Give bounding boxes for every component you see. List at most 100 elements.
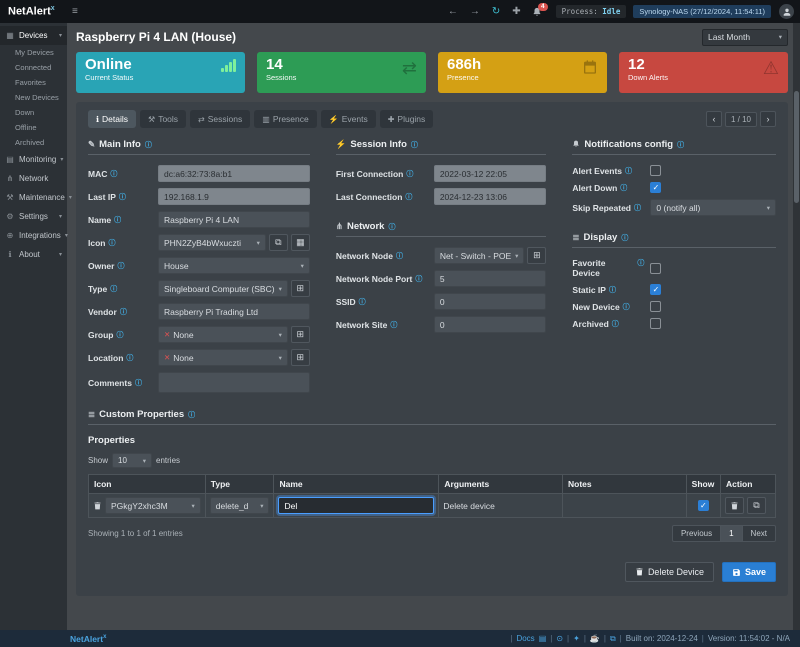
info-icon[interactable]: ⓘ: [119, 308, 127, 316]
skip-repeated-select[interactable]: 0 (notify all) ▾: [650, 199, 776, 216]
github-icon[interactable]: ⊙: [556, 634, 564, 643]
info-icon[interactable]: ⓘ: [117, 262, 125, 270]
column-header-arguments[interactable]: Arguments: [438, 474, 563, 494]
info-icon[interactable]: ⓘ: [634, 204, 641, 212]
info-icon[interactable]: ⓘ: [637, 260, 645, 267]
group-select[interactable]: ✕ None ▾: [158, 326, 288, 343]
tab-tools[interactable]: ⚒ Tools: [140, 110, 187, 128]
column-header-show[interactable]: Show: [685, 474, 722, 494]
info-icon[interactable]: ⓘ: [110, 285, 118, 293]
sidebar-item-network[interactable]: ⋔ Network: [0, 169, 67, 188]
open-network-node-button[interactable]: ⊞: [527, 247, 547, 264]
info-icon[interactable]: ⓘ: [358, 298, 366, 306]
owner-select[interactable]: House ▾: [158, 257, 310, 274]
refresh-icon[interactable]: ↻: [491, 6, 501, 17]
property-name-input[interactable]: [278, 497, 435, 514]
column-header-icon[interactable]: Icon: [88, 474, 206, 494]
server-info-badge[interactable]: Synology-NAS (27/12/2024, 11:54:11): [633, 5, 771, 18]
period-select[interactable]: Last Month ▾: [702, 28, 788, 46]
info-icon[interactable]: ⓘ: [390, 321, 398, 329]
info-icon[interactable]: ⓘ: [415, 275, 423, 283]
sidebar-subitem-connected[interactable]: Connected: [15, 63, 52, 72]
notifications-bell-icon[interactable]: 4: [532, 2, 548, 17]
icon-picker-button[interactable]: ▦: [290, 234, 310, 251]
sidebar-item-devices[interactable]: ▦ Devices ▾: [0, 26, 67, 45]
info-icon[interactable]: ⓘ: [118, 193, 126, 201]
network-site-input[interactable]: [433, 316, 547, 333]
tab-sessions[interactable]: ⇄ Sessions: [190, 110, 251, 128]
sidebar-item-maintenance[interactable]: ⚒ Maintenance ▾: [0, 188, 71, 207]
column-header-action[interactable]: Action: [720, 474, 776, 494]
previous-page-button[interactable]: Previous: [671, 525, 722, 542]
info-icon[interactable]: ⓘ: [677, 141, 685, 149]
new-device-checkbox[interactable]: [650, 301, 662, 312]
sidebar-subitem-down[interactable]: Down: [15, 108, 35, 117]
property-show-checkbox[interactable]: ✓: [697, 500, 709, 512]
sidebar-subitem-favorites[interactable]: Favorites: [15, 78, 46, 87]
sidebar-subitem-archived[interactable]: Archived: [15, 138, 45, 147]
scrollbar-thumb[interactable]: [794, 91, 799, 203]
page-number-button[interactable]: 1: [721, 525, 742, 542]
info-icon[interactable]: ⓘ: [410, 141, 418, 149]
comments-textarea[interactable]: [158, 372, 310, 393]
info-icon[interactable]: ⓘ: [126, 354, 134, 362]
type-select[interactable]: Singleboard Computer (SBC) ▾: [158, 280, 288, 297]
fullscreen-icon[interactable]: ✚: [512, 6, 521, 17]
sidebar-item-monitoring[interactable]: ▤ Monitoring ▾: [0, 150, 67, 169]
tab-details[interactable]: ℹ Details: [88, 110, 137, 128]
info-icon[interactable]: ⓘ: [134, 379, 142, 387]
info-icon[interactable]: ⓘ: [144, 141, 152, 149]
network-node-select[interactable]: Net - Switch - POE ▾: [433, 247, 525, 264]
vendor-input[interactable]: [158, 303, 310, 320]
manage-groups-button[interactable]: ⊞: [290, 326, 310, 343]
location-select[interactable]: ✕ None ▾: [158, 349, 288, 366]
ssid-input[interactable]: [433, 293, 547, 310]
archived-checkbox[interactable]: [650, 318, 662, 329]
manage-types-button[interactable]: ⊞: [290, 280, 310, 297]
device-name-input[interactable]: [158, 211, 310, 228]
info-icon[interactable]: ⓘ: [621, 234, 629, 242]
changelog-icon[interactable]: ⧉: [609, 633, 616, 643]
sidebar-subitem-offline[interactable]: Offline: [15, 123, 37, 132]
tab-events[interactable]: ⚡ Events: [320, 110, 376, 128]
info-icon[interactable]: ⓘ: [110, 170, 118, 178]
info-icon[interactable]: ⓘ: [395, 252, 403, 260]
info-icon[interactable]: ⓘ: [620, 184, 628, 192]
info-icon[interactable]: ⓘ: [116, 331, 124, 339]
duplicate-property-button[interactable]: ⧉: [747, 497, 766, 514]
footer-brand[interactable]: NetAlertx: [70, 633, 107, 644]
prev-device-button[interactable]: ‹: [705, 111, 722, 127]
docs-link[interactable]: Docs: [516, 634, 535, 643]
info-icon[interactable]: ⓘ: [608, 286, 616, 294]
info-icon[interactable]: ⓘ: [405, 193, 413, 201]
property-type-select[interactable]: delete_d ▾: [209, 497, 270, 514]
alert-down-checkbox[interactable]: ✓: [650, 182, 662, 193]
page-size-select[interactable]: 10 ▾: [112, 453, 153, 468]
status-card-presence[interactable]: 686h Presence: [438, 52, 607, 93]
column-header-type[interactable]: Type: [204, 474, 275, 494]
alert-events-checkbox[interactable]: [650, 165, 662, 176]
sidebar-item-integrations[interactable]: ⊕ Integrations ▾: [0, 226, 68, 245]
static-ip-checkbox[interactable]: ✓: [650, 284, 662, 295]
info-icon[interactable]: ⓘ: [388, 223, 396, 231]
vertical-scrollbar[interactable]: [793, 23, 800, 630]
status-card-down-alerts[interactable]: 12 Down Alerts ⚠: [619, 52, 788, 93]
next-device-button[interactable]: ›: [760, 111, 776, 127]
discord-icon[interactable]: ✦: [573, 634, 580, 643]
info-icon[interactable]: ⓘ: [108, 239, 116, 247]
copy-icon-button[interactable]: ⧉: [268, 234, 288, 251]
column-header-notes[interactable]: Notes: [562, 474, 687, 494]
manage-locations-button[interactable]: ⊞: [290, 349, 310, 366]
info-icon[interactable]: ⓘ: [406, 170, 414, 178]
property-icon-select[interactable]: PGkgY2xhc3M ▾: [105, 497, 201, 514]
info-icon[interactable]: ⓘ: [188, 411, 196, 419]
info-icon[interactable]: ⓘ: [114, 216, 122, 224]
icon-select[interactable]: PHN2ZyB4bWxuczti ▾: [158, 234, 266, 251]
save-button[interactable]: Save: [721, 562, 776, 582]
sidebar-item-settings[interactable]: ⚙ Settings ▾: [0, 207, 67, 226]
menu-toggle-icon[interactable]: ≡: [72, 6, 78, 17]
status-card-online[interactable]: Online Current Status: [76, 52, 245, 93]
favorite-device-checkbox[interactable]: [650, 262, 662, 274]
app-logo[interactable]: NetAlertx: [0, 5, 67, 18]
column-header-name[interactable]: Name: [273, 474, 440, 494]
